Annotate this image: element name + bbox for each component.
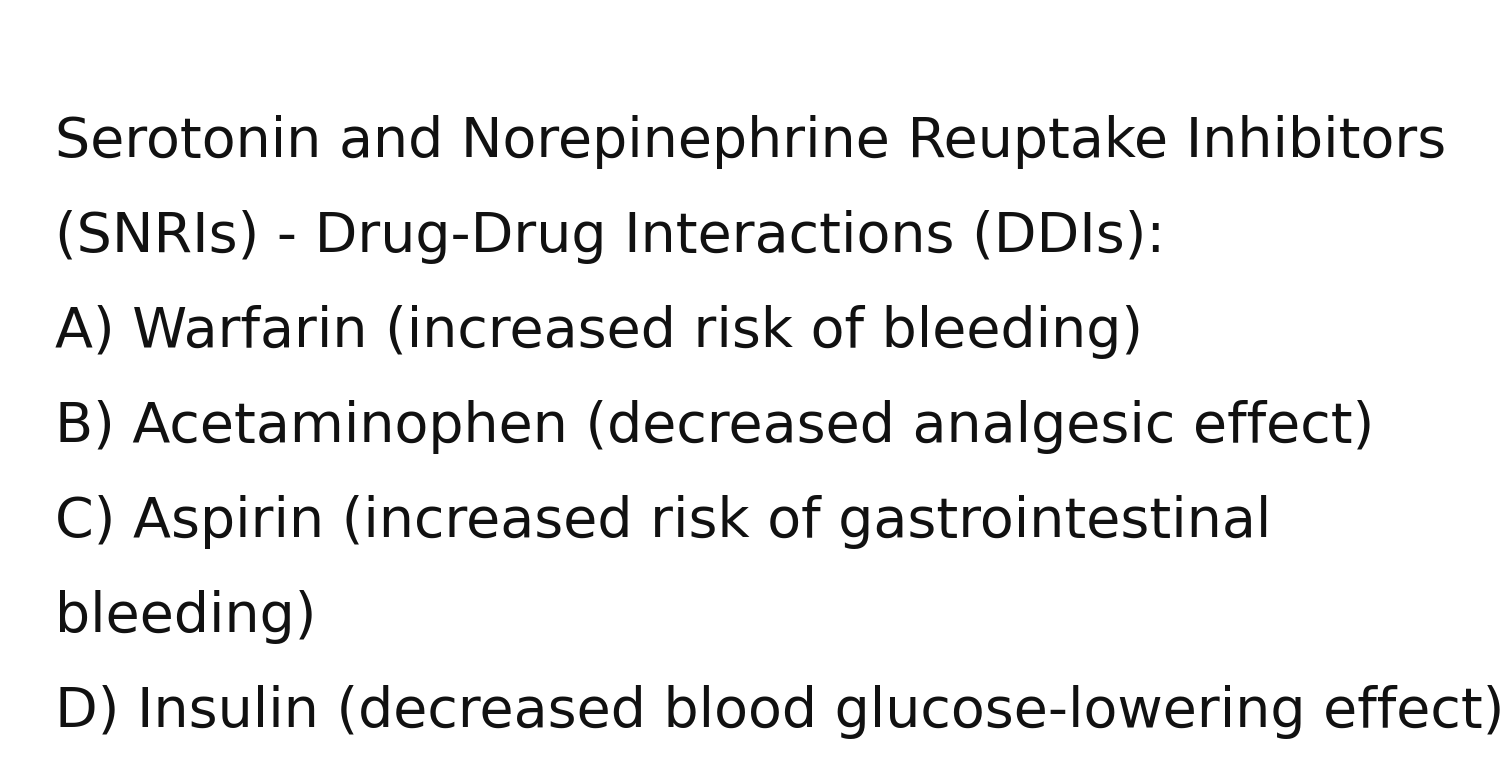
Text: A) Warfarin (increased risk of bleeding): A) Warfarin (increased risk of bleeding) bbox=[56, 305, 1143, 359]
Text: (SNRIs) - Drug-Drug Interactions (DDIs):: (SNRIs) - Drug-Drug Interactions (DDIs): bbox=[56, 210, 1166, 264]
Text: C) Aspirin (increased risk of gastrointestinal: C) Aspirin (increased risk of gastrointe… bbox=[56, 495, 1272, 549]
Text: B) Acetaminophen (decreased analgesic effect): B) Acetaminophen (decreased analgesic ef… bbox=[56, 400, 1374, 454]
Text: bleeding): bleeding) bbox=[56, 590, 316, 644]
Text: Serotonin and Norepinephrine Reuptake Inhibitors: Serotonin and Norepinephrine Reuptake In… bbox=[56, 115, 1446, 169]
Text: D) Insulin (decreased blood glucose-lowering effect): D) Insulin (decreased blood glucose-lowe… bbox=[56, 685, 1500, 739]
